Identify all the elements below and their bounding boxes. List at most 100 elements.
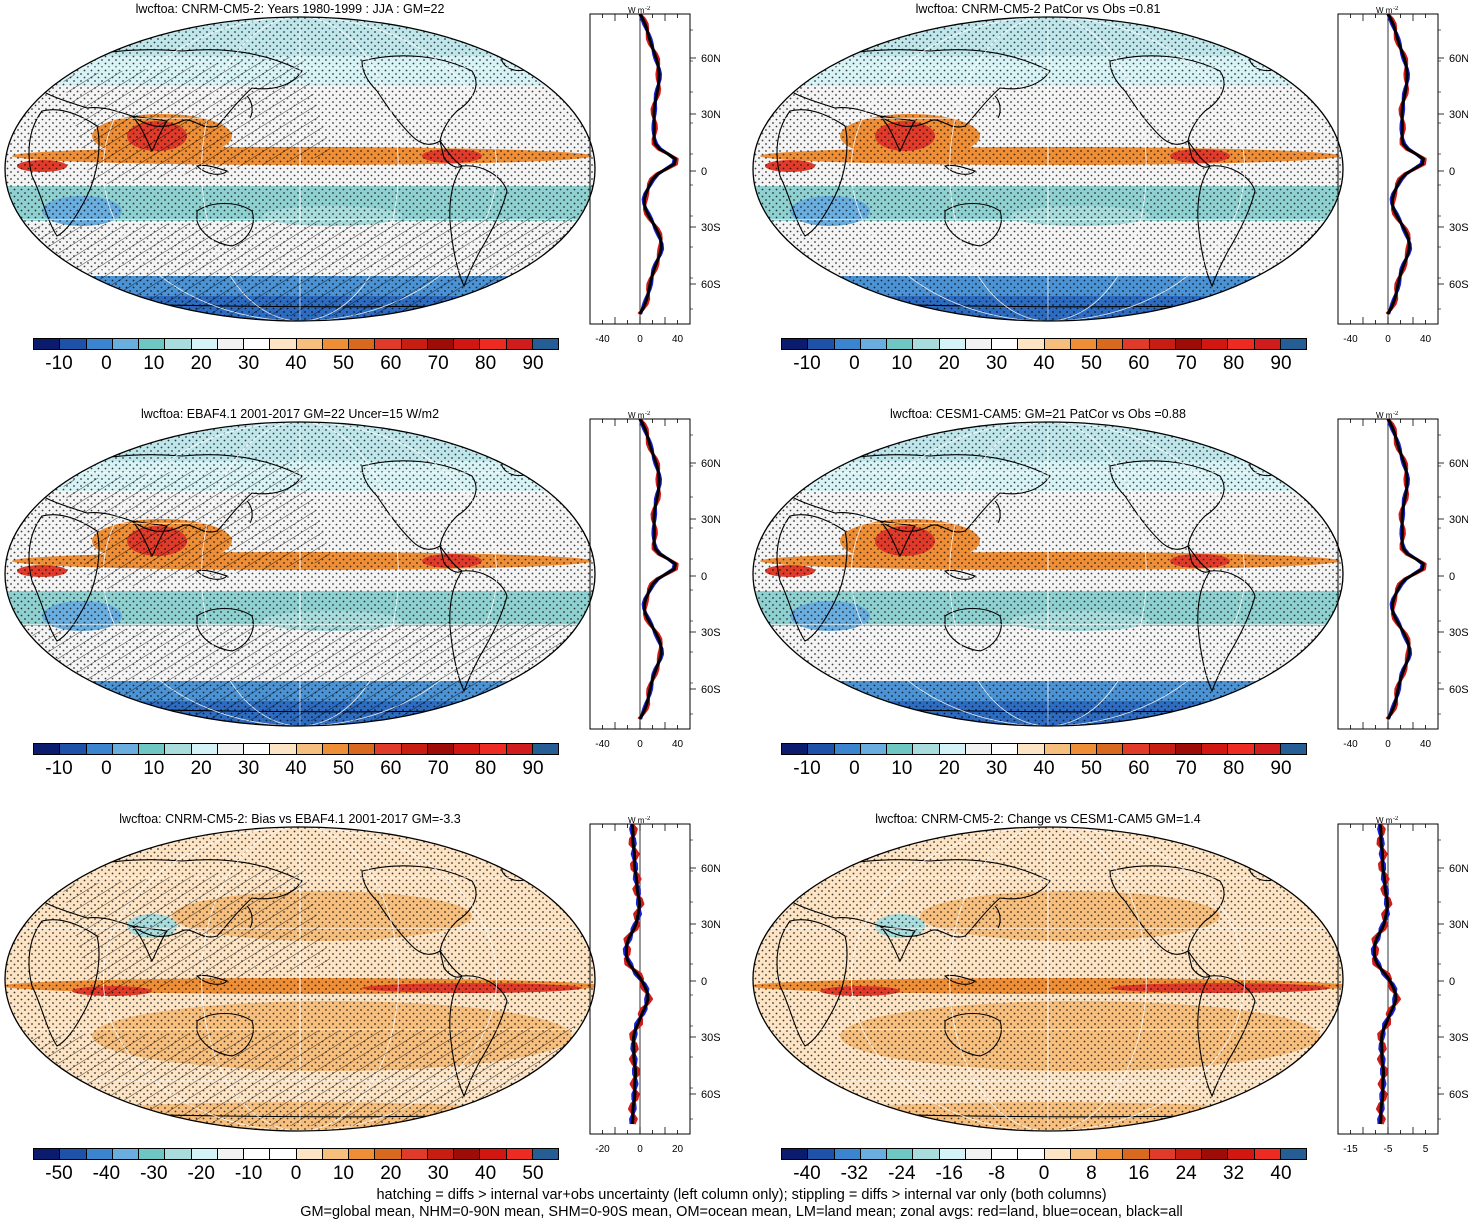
colorbar-label: 40 — [285, 353, 307, 374]
colorbar-label: 80 — [475, 758, 497, 779]
colorbar-swatch — [1280, 744, 1306, 754]
zonal-x-tick-label: 40 — [672, 334, 684, 345]
coastline — [1109, 460, 1225, 550]
colorbar-swatch — [532, 339, 558, 349]
colorbar-swatch — [860, 744, 887, 754]
colorbar-swatch — [401, 1149, 428, 1159]
colorbar-swatch — [349, 1149, 376, 1159]
hatching — [62, 866, 332, 996]
world-map — [4, 826, 596, 1132]
zonal-mean-plot: 60N 30N 0 30S 60S W m -2 -40 0 40 — [1337, 411, 1468, 750]
colorbar-label: 30 — [427, 1163, 449, 1184]
colorbar-swatch — [217, 1149, 244, 1159]
zonal-x-tick-label: 0 — [637, 334, 643, 345]
colorbar-swatch — [1149, 339, 1176, 349]
colorbar-swatch — [112, 339, 139, 349]
unit-exponent: -2 — [645, 6, 651, 12]
colorbar-swatch — [1280, 1149, 1306, 1159]
colorbar-label: 30 — [986, 758, 1008, 779]
colorbar-label: 0 — [1038, 1163, 1050, 1184]
colorbar-label: 32 — [1223, 1163, 1245, 1184]
lat-tick-label: 30S — [1449, 627, 1468, 639]
colorbar-swatch — [375, 1149, 402, 1159]
colorbar-swatch — [322, 1149, 349, 1159]
zonal-mean-plot: 60N 30N 0 30S 60S W m -2 -40 0 40 — [589, 6, 720, 345]
colorbar-swatch — [1018, 744, 1045, 754]
colorbar-label: 70 — [427, 758, 449, 779]
colorbar-swatch — [834, 1149, 861, 1159]
colorbar-labels: -50 -40 -30 -20 -10 0 10 20 30 40 50 — [33, 1163, 559, 1187]
unit-label: W m — [1376, 411, 1393, 420]
colorbar — [781, 338, 1307, 350]
zonal-x-tick-label: -40 — [1343, 739, 1358, 750]
colorbar-swatch — [86, 1149, 113, 1159]
colorbar-label: 40 — [1270, 1163, 1292, 1184]
zonal-x-tick-label: -5 — [1384, 1144, 1393, 1155]
colorbar-swatch — [1175, 744, 1202, 754]
coastline — [943, 569, 977, 580]
colorbar-swatch — [349, 339, 376, 349]
colorbar-swatch — [454, 1149, 481, 1159]
colorbar-swatch — [1202, 339, 1229, 349]
panel-p1: lwcftoa: CNRM-CM5-2: Years 1980-1999 : J… — [0, 0, 740, 405]
unit-label: W m — [1376, 816, 1393, 825]
coastline — [1197, 570, 1256, 693]
coastline — [769, 454, 1051, 533]
colorbar-label: 40 — [475, 1163, 497, 1184]
lat-tick-label: 30S — [1449, 222, 1468, 234]
map-border — [4, 421, 596, 727]
zonal-x-tick-label: -20 — [595, 1144, 610, 1155]
colorbar-swatch — [480, 1149, 507, 1159]
lat-tick-label: 60N — [1449, 53, 1468, 65]
colorbar-swatch — [965, 1149, 992, 1159]
colorbar-label: 60 — [1128, 353, 1150, 374]
colorbar-label: 20 — [938, 353, 960, 374]
zonal-curve — [638, 13, 677, 315]
colorbar-swatch — [1097, 744, 1124, 754]
colorbar-swatch — [965, 744, 992, 754]
panel-title: lwcftoa: EBAF4.1 2001-2017 GM=22 Uncer=1… — [140, 407, 440, 421]
colorbar-labels: -10 0 10 20 30 40 50 60 70 80 90 — [781, 758, 1307, 782]
colorbar-label: -10 — [793, 353, 821, 374]
map-border — [752, 16, 1344, 322]
zonal-x-tick-label: 20 — [672, 1144, 684, 1155]
lat-tick-label: 30S — [1449, 1032, 1468, 1044]
colorbar — [781, 1148, 1307, 1160]
zonal-x-tick-label: 40 — [1420, 739, 1432, 750]
lat-tick-label: 30N — [1449, 919, 1468, 931]
coastline — [1109, 55, 1225, 145]
colorbar-label: 50 — [332, 758, 354, 779]
colorbar-swatch — [1228, 339, 1255, 349]
colorbar-swatch — [165, 1149, 192, 1159]
colorbar-label: 0 — [101, 758, 112, 779]
colorbar — [33, 1148, 559, 1160]
colorbar-swatch — [808, 339, 835, 349]
colorbar-swatch — [939, 1149, 966, 1159]
lat-tick-label: 30S — [701, 1032, 720, 1044]
coastline — [361, 55, 477, 145]
panel-p6: lwcftoa: CNRM-CM5-2: Change vs CESM1-CAM… — [748, 810, 1483, 1215]
panel-p5: lwcftoa: CNRM-CM5-2: Bias vs EBAF4.1 200… — [0, 810, 740, 1215]
zonal-curve — [1386, 418, 1425, 720]
colorbar-label: 50 — [1080, 758, 1102, 779]
coastline — [943, 974, 977, 985]
colorbar-label: -8 — [988, 1163, 1006, 1184]
colorbar-label: 20 — [938, 758, 960, 779]
colorbar-swatch — [834, 339, 861, 349]
zonal-x-tick-label: 40 — [1420, 334, 1432, 345]
colorbar-label: 60 — [380, 353, 402, 374]
colorbar-swatch — [1123, 744, 1150, 754]
colorbar-label: 10 — [143, 758, 165, 779]
colorbar-swatch — [1280, 339, 1306, 349]
colorbar-swatch — [60, 744, 87, 754]
zonal-x-tick-label: -40 — [1343, 334, 1358, 345]
panel-title: lwcftoa: CNRM-CM5-2: Years 1980-1999 : J… — [135, 2, 445, 16]
zonal-x-tick-label: 0 — [637, 1144, 643, 1155]
hatching — [32, 621, 582, 721]
colorbar-label: 30 — [238, 758, 260, 779]
world-map — [752, 826, 1344, 1132]
colorbar-label: 0 — [849, 758, 860, 779]
colorbar-swatch — [454, 339, 481, 349]
colorbar-label: -16 — [935, 1163, 963, 1184]
colorbar-label: 90 — [522, 758, 544, 779]
